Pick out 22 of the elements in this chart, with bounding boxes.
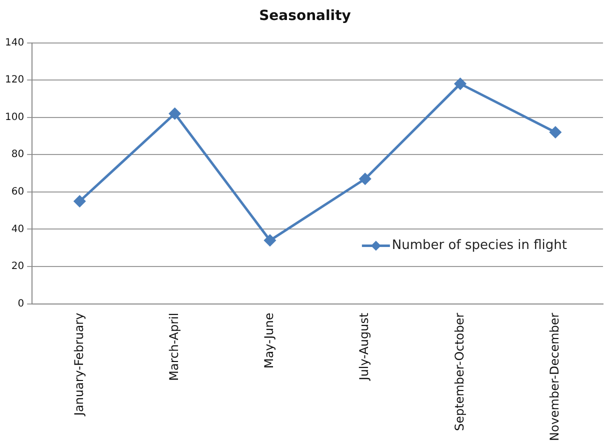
- point: [74, 196, 86, 208]
- x-tick-label: May-June: [262, 312, 276, 369]
- legend-label: Number of species in flight: [392, 238, 568, 254]
- x-tick-label: March-April: [166, 312, 181, 381]
- y-tick-label: 40: [11, 224, 24, 235]
- y-tick-label: 80: [11, 149, 24, 160]
- x-tick-label: January-February: [72, 312, 86, 417]
- y-tick-label: 20: [11, 261, 24, 272]
- chart-title: Seasonality: [259, 8, 351, 24]
- y-tick-label: 100: [4, 112, 24, 123]
- y-tick-label: 60: [11, 186, 24, 198]
- y-tick-label: 120: [4, 74, 24, 86]
- point: [550, 126, 562, 138]
- x-tick-label: July-August: [357, 312, 372, 382]
- point: [454, 78, 466, 90]
- y-tick-label: 140: [4, 37, 24, 48]
- point: [359, 173, 371, 185]
- x-tick-label: September-October: [452, 312, 466, 432]
- x-tick-label: November-December: [548, 312, 562, 442]
- point: [264, 234, 276, 246]
- point: [169, 108, 181, 120]
- y-tick-label: 0: [18, 298, 24, 310]
